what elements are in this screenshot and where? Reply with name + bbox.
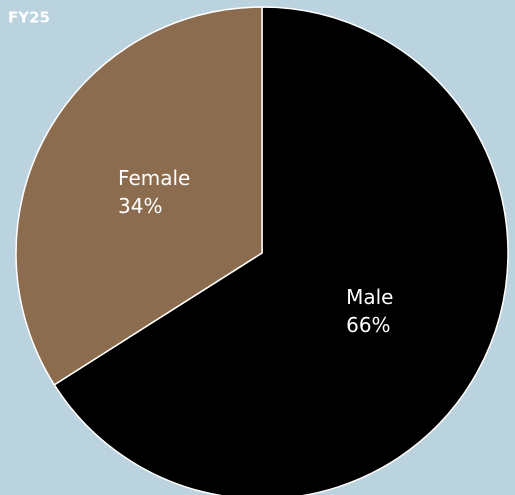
value-label: 66%: [346, 313, 390, 337]
category-label: Male: [346, 285, 393, 309]
pie-slice: [53, 6, 509, 495]
slice-label: Male 66%: [346, 285, 393, 337]
chart-title: FY25: [8, 9, 50, 27]
value-label: 34%: [118, 194, 162, 218]
slice-label: Female 34%: [118, 166, 190, 218]
category-label: Female: [118, 166, 190, 190]
pie-slice: [15, 6, 263, 386]
